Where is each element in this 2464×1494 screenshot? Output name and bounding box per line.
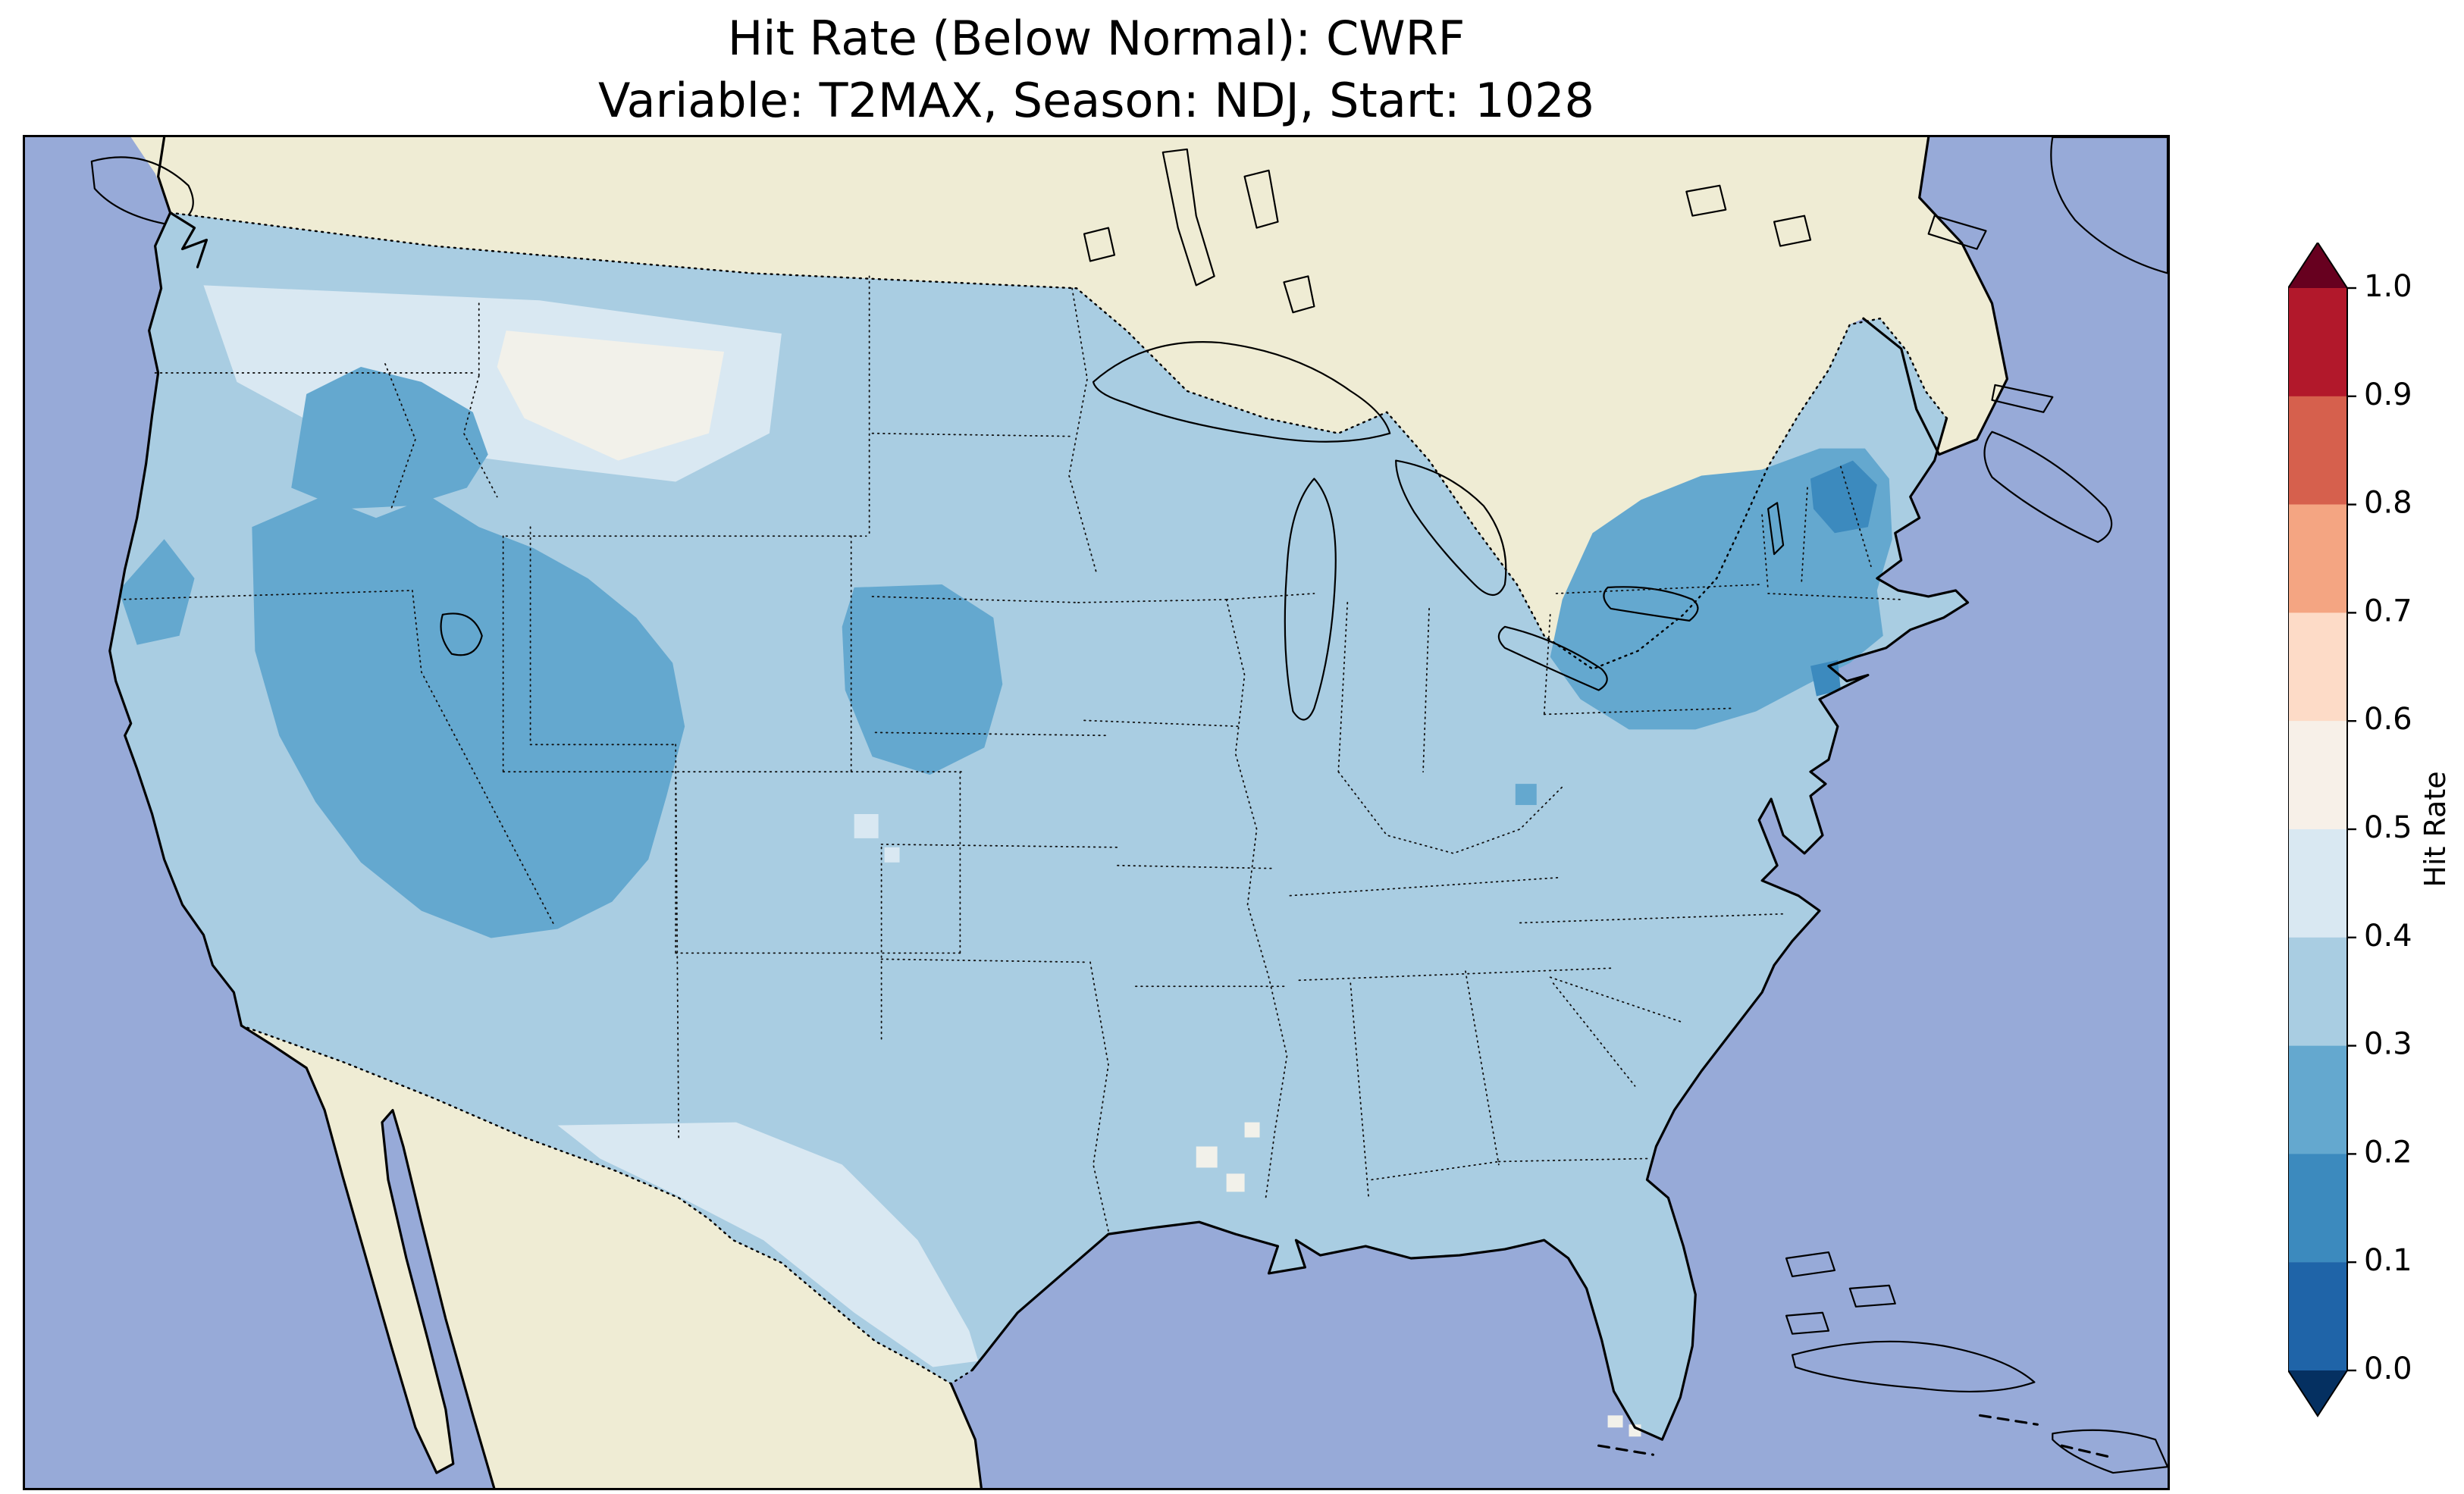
canadian-lakes	[1083, 148, 1812, 314]
newfoundland-corner	[2050, 137, 2168, 274]
us-mexico-border	[240, 1024, 973, 1385]
canada-east-coastline	[1862, 137, 2009, 456]
patch-louisiana-spot-3	[1244, 1122, 1260, 1138]
lake-erie	[1497, 625, 1608, 691]
colorbar-tick-label: 0.8	[2364, 486, 2412, 521]
colorbar: 1.0 0.9 0.8 0.7 0.6 0.5 0.4 0.3 0.2 0.1 …	[2288, 243, 2464, 1425]
patch-kansas-spot-2	[884, 847, 900, 863]
colorbar-tick-label: 0.0	[2364, 1351, 2412, 1386]
colorbar-extend-under	[2288, 1370, 2347, 1416]
bahamas	[1785, 1251, 1896, 1335]
colorbar-segment	[2288, 504, 2347, 613]
colorbar-extend-over	[2288, 243, 2347, 288]
patch-louisiana-spot-1	[1196, 1146, 1218, 1168]
colorbar-segment	[2288, 612, 2347, 722]
colorbar-tick-marks	[2347, 287, 2356, 1372]
colorbar-axis-label: Hit Rate	[2419, 771, 2452, 888]
nova-scotia	[1983, 431, 2113, 543]
state-boundaries	[118, 275, 1902, 1232]
figure-title-line2: Variable: T2MAX, Season: NDJ, Start: 102…	[597, 72, 1595, 128]
patch-kansas-spot	[854, 813, 879, 838]
lake-michigan	[1284, 478, 1337, 721]
mexico-coastline	[240, 1024, 983, 1488]
patch-carolina-spot	[1515, 784, 1537, 806]
colorbar-segment	[2288, 288, 2347, 396]
figure-title: Hit Rate (Below Normal): CWRF Variable: …	[23, 8, 2170, 132]
patch-maine-darker	[1810, 460, 1877, 534]
lake-champlain	[1767, 502, 1785, 556]
us-canada-border	[169, 211, 1948, 670]
canada-landmass	[130, 137, 2008, 669]
hispaniola-edge	[2052, 1429, 2168, 1474]
vancouver-island	[90, 156, 194, 226]
colorbar-segment	[2288, 937, 2347, 1046]
colorbar-tick-label: 1.0	[2364, 269, 2412, 304]
colorbar-tick-label: 0.9	[2364, 377, 2412, 412]
patch-florida-keys-spot-1	[1607, 1415, 1623, 1428]
colorbar-svg: 1.0 0.9 0.8 0.7 0.6 0.5 0.4 0.3 0.2 0.1 …	[2288, 243, 2412, 1417]
colorbar-tick-label: 0.2	[2364, 1135, 2412, 1170]
colorbar-tick-label: 0.4	[2364, 919, 2412, 954]
patch-coastal-oregon	[118, 539, 195, 645]
colorbar-tick-label: 0.3	[2364, 1027, 2412, 1062]
lake-ontario	[1603, 586, 1699, 622]
lake-superior	[1092, 341, 1391, 443]
anticosti-island	[1927, 215, 1987, 250]
prince-edward-island	[1991, 384, 2054, 413]
patch-southwest-texas	[557, 1122, 979, 1367]
patch-intermountain-west	[252, 496, 685, 938]
great-salt-lake	[440, 612, 483, 656]
colorbar-tick-label: 0.7	[2364, 594, 2412, 628]
patch-idaho-highlands	[497, 330, 725, 461]
patch-dakotas	[842, 584, 1003, 775]
colorbar-segment	[2288, 1154, 2347, 1263]
lake-huron	[1395, 459, 1507, 597]
figure-title-line1: Hit Rate (Below Normal): CWRF	[727, 11, 1466, 66]
pacific-coastline	[108, 137, 243, 1027]
us-hit-rate-map	[25, 137, 2168, 1488]
colorbar-segment	[2288, 1045, 2347, 1154]
map-axes	[23, 135, 2170, 1490]
patch-northeast	[1550, 448, 1892, 730]
mexico-landmass	[241, 1026, 982, 1488]
colorbar-segment	[2288, 396, 2347, 505]
gulf-atlantic-coastline	[970, 417, 1970, 1441]
colorbar-tick-label: 0.1	[2364, 1243, 2412, 1278]
colorbar-segment	[2288, 721, 2347, 830]
patch-louisiana-spot-2	[1226, 1173, 1245, 1192]
island-cays-dashes	[1597, 1414, 2114, 1459]
colorbar-tick-label: 0.5	[2364, 810, 2412, 845]
patch-florida-keys-spot-2	[1629, 1424, 1641, 1437]
colorbar-tick-label: 0.6	[2364, 702, 2412, 737]
patch-northern-rockies	[291, 366, 488, 509]
colorbar-segment	[2288, 829, 2347, 938]
colorbar-segment	[2288, 1262, 2347, 1371]
cuba	[1791, 1340, 2036, 1393]
